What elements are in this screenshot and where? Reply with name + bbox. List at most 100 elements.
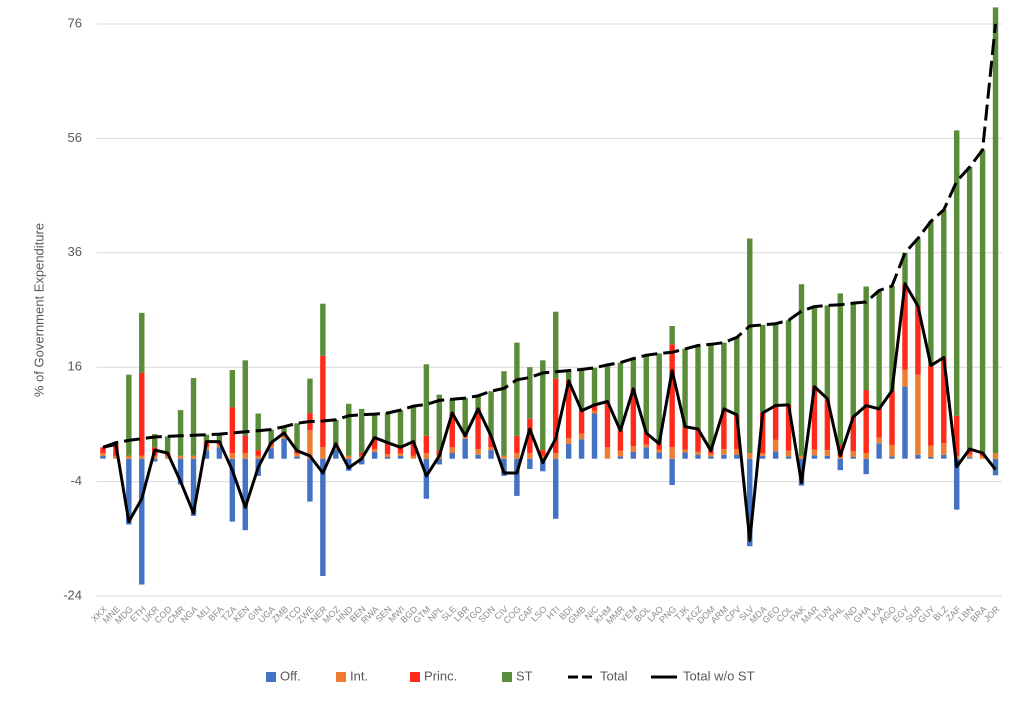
bar-segment (281, 435, 287, 439)
bar-segment (100, 447, 106, 453)
bar-segment (772, 451, 779, 459)
bar-segment (139, 458, 145, 585)
bar-segment (889, 444, 895, 457)
bar-segment (514, 342, 520, 436)
bar-segment (333, 419, 339, 444)
bar-segment (811, 386, 818, 450)
bar-segment (863, 286, 869, 391)
bar-segment (785, 404, 792, 451)
bar-segment (203, 434, 210, 442)
bar-segment (242, 360, 248, 436)
bar-segment (772, 405, 779, 440)
bar-segment (928, 221, 934, 366)
bar-segment (798, 284, 805, 456)
bar-segment (423, 364, 430, 436)
legend: Off. Int. Princ. ST Total Total w/o ST (266, 668, 755, 683)
bar-segment (358, 458, 365, 465)
bar-segment (578, 433, 585, 440)
bar-segment (863, 390, 869, 453)
bar-segment (643, 447, 649, 459)
bar-segment (824, 305, 831, 399)
bar-segment (190, 378, 197, 456)
bar-segment (889, 456, 895, 459)
bar-segment (669, 326, 675, 345)
bar-segment (824, 455, 831, 459)
bar-segment (126, 455, 132, 459)
bar-segment (527, 367, 533, 419)
bar-segment (333, 446, 339, 450)
bar-segment (902, 283, 908, 370)
bar-segment (759, 455, 766, 459)
bar-segment (216, 434, 223, 442)
bar-segment (992, 7, 999, 453)
bar-segment (216, 447, 223, 459)
bar-segment (695, 345, 701, 429)
legend-label: Total w/o ST (683, 668, 755, 683)
bar-segment (488, 435, 494, 448)
y-tick-label: 36 (68, 244, 82, 259)
bar-segment (708, 453, 714, 457)
bar-segment (656, 449, 662, 453)
bar-segment (966, 448, 973, 455)
legend-swatch (410, 672, 420, 682)
bar-segment (255, 450, 261, 456)
bar-segment (708, 344, 714, 451)
bar-segment (682, 452, 688, 459)
bar-segment (941, 443, 947, 455)
bar-segment (397, 447, 404, 453)
bar-segment (268, 429, 274, 443)
bar-segment (747, 452, 753, 459)
bar-segment (824, 450, 831, 456)
bar-segment (578, 410, 585, 434)
bar-segment (346, 455, 352, 459)
bar-segment (436, 458, 443, 465)
bar-segment (941, 357, 947, 444)
bar-segment (759, 452, 766, 456)
bar-segment (449, 412, 455, 448)
bar-segment (734, 454, 740, 459)
bar-segment (410, 406, 417, 442)
y-tick-label: -24 (63, 587, 82, 602)
legend-label: ST (516, 668, 533, 683)
bar-segment (708, 456, 714, 459)
bar-segment (423, 458, 430, 499)
bar-segment (307, 430, 313, 459)
bar-segment (139, 372, 145, 456)
bar-segment (384, 454, 391, 457)
bar-segment (734, 448, 740, 455)
bar-segment (630, 451, 637, 459)
bar-segment (229, 458, 236, 522)
bar-segment (151, 458, 158, 462)
bar-segment (747, 458, 753, 547)
bar-segment (320, 447, 326, 459)
bar-segment (501, 458, 507, 476)
bar-segment (992, 452, 999, 459)
bar-segment (721, 342, 727, 409)
bar-segment (320, 458, 326, 576)
line-series (102, 282, 997, 542)
bar-segment (100, 452, 106, 456)
bar-segment (501, 455, 507, 459)
line-series (102, 23, 997, 449)
bar-segment (268, 445, 274, 449)
bar-segment (928, 365, 934, 446)
bar-segment (604, 447, 611, 459)
bar-segment (643, 355, 649, 433)
bar-segment (540, 458, 546, 472)
bar-segment (423, 452, 430, 459)
bar-segment (915, 305, 921, 375)
bar-segment (294, 456, 300, 459)
bar-segment (695, 454, 701, 459)
bar-segment (242, 452, 248, 459)
bar-segment (902, 386, 908, 459)
bar-segment (837, 293, 844, 445)
bar-segment (591, 367, 598, 405)
bar-segment (553, 311, 559, 379)
bar-segment (565, 380, 572, 439)
bar-segment (488, 391, 494, 436)
bar-segment (151, 434, 158, 448)
bar-segment (268, 448, 274, 459)
bar-segment (281, 426, 287, 433)
bar-segment (164, 436, 171, 453)
